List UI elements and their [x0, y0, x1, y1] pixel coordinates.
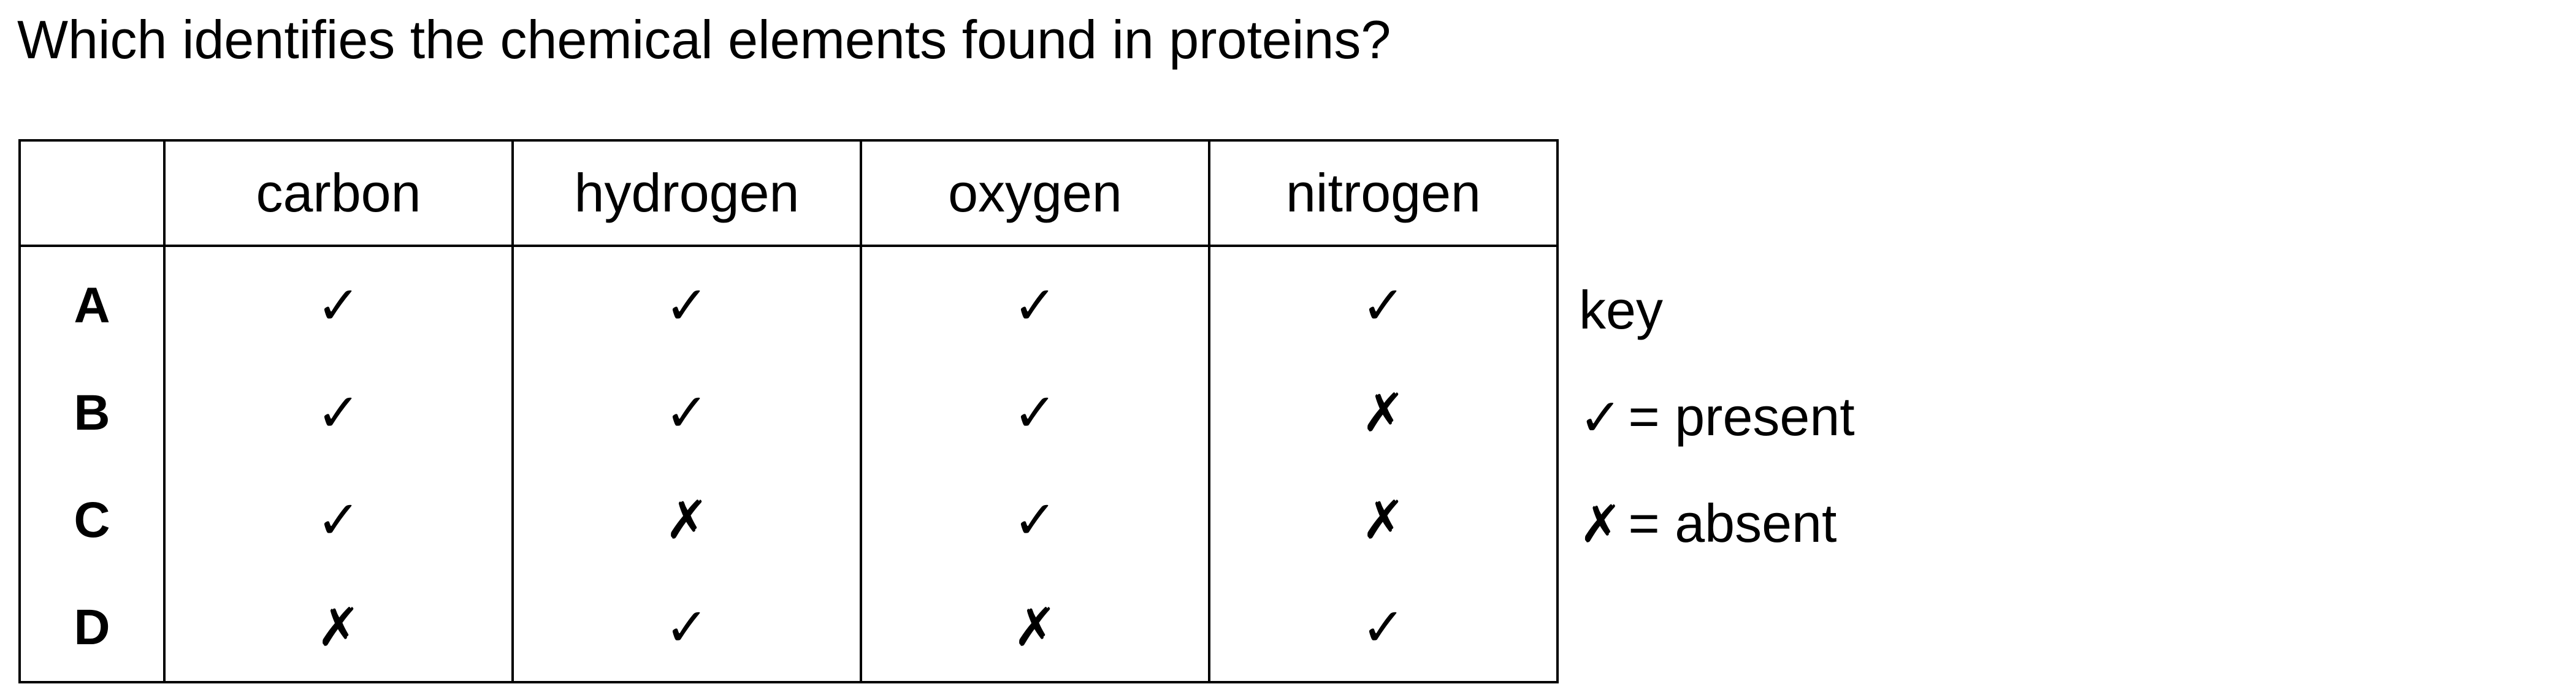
check-icon: ✓ [664, 275, 709, 336]
column-header-oxygen: oxygen [860, 139, 1210, 247]
column-header-hydrogen: hydrogen [511, 139, 862, 247]
corner-cell [18, 139, 166, 247]
check-icon: ✓ [664, 382, 709, 444]
cross-icon: ✗ [664, 489, 709, 551]
table-cell: ✓ [163, 246, 514, 359]
table-cell: ✓ [860, 359, 1210, 466]
check-icon: ✓ [1579, 387, 1622, 447]
column-header-carbon: carbon [163, 139, 514, 247]
table-cell: ✗ [860, 574, 1210, 683]
cross-icon: ✗ [1361, 489, 1406, 551]
check-icon: ✓ [316, 275, 361, 336]
table-cell: ✗ [511, 466, 862, 574]
table-cell: ✓ [860, 246, 1210, 359]
table-cell: ✓ [860, 466, 1210, 574]
check-icon: ✓ [1361, 275, 1406, 336]
table-row-c: C ✓ ✗ ✓ ✗ [18, 466, 1559, 574]
key-absent-text: = absent [1628, 493, 1837, 553]
row-label: A [18, 246, 166, 359]
key-present-text: = present [1628, 386, 1855, 447]
table-row-d: D ✗ ✓ ✗ ✓ [18, 574, 1559, 683]
table-row-b: B ✓ ✓ ✓ ✗ [18, 359, 1559, 466]
check-icon: ✓ [1012, 489, 1058, 551]
table-cell: ✓ [511, 246, 862, 359]
table-row-a: A ✓ ✓ ✓ ✓ [18, 246, 1559, 359]
table-cell: ✓ [163, 466, 514, 574]
header-row: carbon hydrogen oxygen nitrogen [18, 139, 1559, 247]
table-cell: ✓ [1208, 246, 1559, 359]
column-header-nitrogen: nitrogen [1208, 139, 1559, 247]
elements-table: carbon hydrogen oxygen nitrogen A ✓ ✓ ✓ … [18, 139, 1559, 683]
row-label: D [18, 574, 166, 683]
table-cell: ✓ [163, 359, 514, 466]
key-absent: ✗ = absent [1579, 496, 1836, 550]
row-label: C [18, 466, 166, 574]
table-cell: ✓ [1208, 574, 1559, 683]
check-icon: ✓ [316, 489, 361, 551]
check-icon: ✓ [1361, 596, 1406, 658]
cross-icon: ✗ [1012, 596, 1058, 658]
check-icon: ✓ [1012, 382, 1058, 444]
key-title: key [1579, 279, 1663, 340]
question-text: Which identifies the chemical elements f… [17, 9, 1391, 70]
row-label: B [18, 359, 166, 466]
cross-icon: ✗ [1361, 382, 1406, 444]
check-icon: ✓ [1012, 275, 1058, 336]
cross-icon: ✗ [1579, 494, 1622, 554]
table-cell: ✗ [1208, 359, 1559, 466]
table-cell: ✓ [511, 574, 862, 683]
cross-icon: ✗ [316, 596, 361, 658]
check-icon: ✓ [316, 382, 361, 444]
table-cell: ✗ [163, 574, 514, 683]
table-cell: ✓ [511, 359, 862, 466]
key-present: ✓ = present [1579, 390, 1855, 444]
table-cell: ✗ [1208, 466, 1559, 574]
check-icon: ✓ [664, 596, 709, 658]
